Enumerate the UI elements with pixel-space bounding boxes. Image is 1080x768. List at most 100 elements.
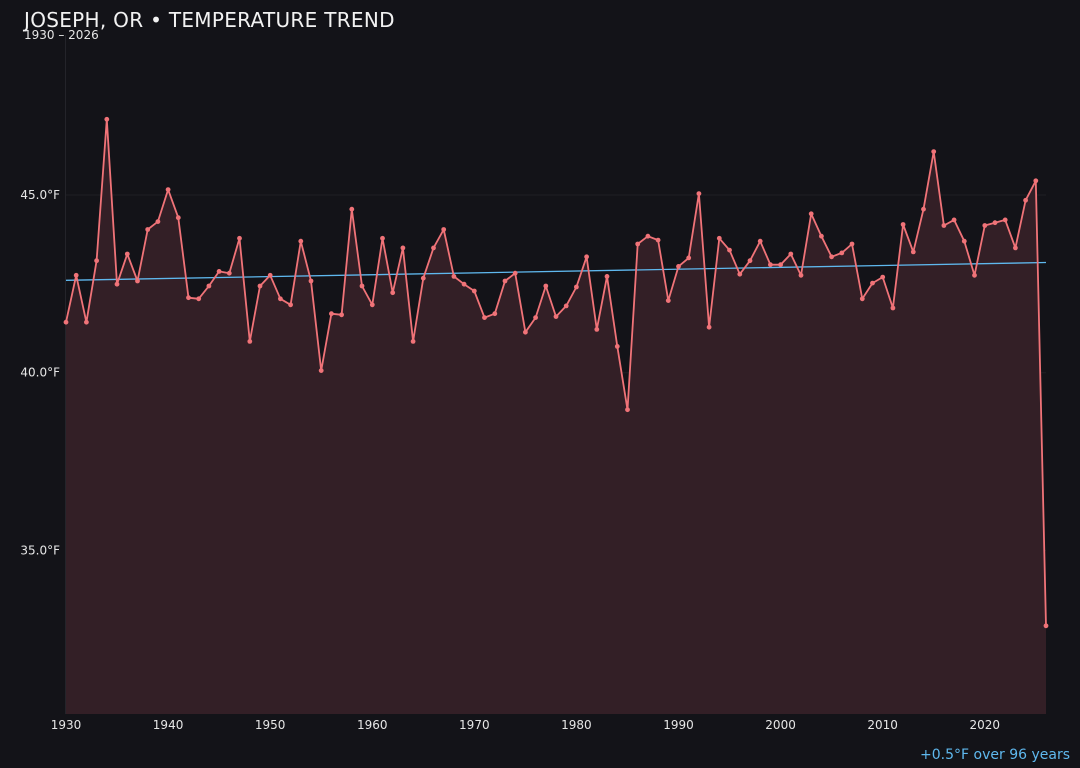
data-point bbox=[257, 283, 263, 289]
data-point bbox=[594, 327, 600, 332]
y-tick-label: 45.0°F bbox=[20, 188, 60, 202]
data-point bbox=[665, 298, 671, 303]
data-point bbox=[890, 305, 896, 311]
y-tick-label: 35.0°F bbox=[20, 543, 60, 557]
data-point bbox=[226, 270, 232, 276]
data-point bbox=[982, 223, 988, 228]
data-point bbox=[757, 238, 763, 244]
y-tick-label: 40.0°F bbox=[20, 366, 60, 380]
data-point bbox=[900, 222, 906, 227]
data-point bbox=[676, 264, 681, 269]
data-point bbox=[471, 288, 477, 294]
x-tick-label: 2010 bbox=[867, 718, 898, 732]
data-point bbox=[941, 223, 947, 228]
data-point bbox=[635, 241, 641, 247]
x-tick-label: 2000 bbox=[765, 718, 796, 732]
data-point bbox=[339, 312, 344, 318]
data-point bbox=[114, 281, 120, 287]
data-point bbox=[574, 284, 579, 290]
data-point bbox=[492, 311, 498, 317]
data-point bbox=[1033, 178, 1039, 184]
x-tick-label: 1940 bbox=[153, 718, 184, 732]
data-point bbox=[778, 262, 783, 268]
data-point bbox=[308, 278, 314, 284]
data-point bbox=[451, 274, 457, 279]
data-point bbox=[1043, 623, 1049, 629]
data-point bbox=[318, 368, 324, 373]
trend-line bbox=[65, 261, 1047, 281]
data-point bbox=[165, 187, 171, 193]
data-point bbox=[706, 324, 712, 330]
data-point bbox=[992, 220, 998, 226]
x-tick-label: 1970 bbox=[459, 718, 490, 732]
data-point bbox=[543, 283, 549, 289]
x-tick-label: 1980 bbox=[561, 718, 592, 732]
data-point bbox=[584, 254, 589, 260]
data-point bbox=[747, 258, 753, 264]
data-point bbox=[972, 272, 977, 278]
series-area bbox=[66, 119, 1046, 715]
data-point bbox=[196, 296, 202, 302]
data-point bbox=[329, 311, 334, 317]
data-point bbox=[819, 233, 824, 239]
data-point bbox=[155, 219, 161, 225]
data-point bbox=[145, 227, 151, 232]
chart-title: JOSEPH, OR • TEMPERATURE TREND bbox=[24, 8, 395, 32]
data-point bbox=[441, 227, 447, 232]
data-point bbox=[482, 315, 487, 320]
trend-footnote: +0.5°F over 96 years bbox=[920, 747, 1070, 763]
data-point bbox=[186, 295, 191, 301]
data-point bbox=[655, 237, 661, 243]
data-point bbox=[461, 281, 467, 287]
data-point bbox=[625, 407, 630, 413]
data-point bbox=[829, 254, 834, 260]
data-point bbox=[859, 296, 865, 302]
data-point bbox=[533, 315, 538, 320]
data-point bbox=[788, 251, 794, 257]
x-tick-label: 1930 bbox=[51, 718, 82, 732]
data-point bbox=[716, 235, 722, 241]
data-point bbox=[523, 329, 528, 335]
data-point bbox=[288, 302, 293, 308]
data-point bbox=[808, 211, 814, 217]
data-point bbox=[124, 251, 130, 257]
data-point bbox=[1013, 245, 1018, 251]
data-point bbox=[737, 271, 743, 277]
x-tick-label: 1960 bbox=[357, 718, 388, 732]
data-point bbox=[1023, 197, 1028, 203]
data-point bbox=[931, 149, 937, 155]
data-point bbox=[431, 245, 436, 251]
chart-subtitle: 1930 – 2026 bbox=[24, 28, 99, 42]
data-point bbox=[63, 319, 69, 325]
data-point bbox=[135, 278, 140, 284]
data-point bbox=[175, 215, 181, 221]
data-point bbox=[696, 191, 702, 197]
data-point bbox=[961, 238, 967, 244]
data-point bbox=[420, 275, 426, 281]
data-point bbox=[686, 255, 692, 261]
data-point bbox=[798, 272, 804, 278]
data-point bbox=[410, 339, 416, 344]
data-point bbox=[870, 280, 875, 286]
data-point bbox=[910, 249, 916, 255]
data-point bbox=[298, 238, 304, 244]
data-point bbox=[614, 344, 620, 349]
x-tick-label: 2020 bbox=[969, 718, 1000, 732]
data-point bbox=[921, 206, 926, 212]
data-point bbox=[849, 241, 855, 247]
data-point bbox=[94, 258, 99, 264]
data-point bbox=[768, 262, 773, 268]
data-point bbox=[84, 319, 89, 325]
data-point bbox=[839, 250, 845, 256]
data-point bbox=[645, 233, 651, 239]
data-point bbox=[206, 283, 212, 289]
data-point bbox=[359, 283, 365, 289]
data-point bbox=[880, 274, 886, 280]
data-point bbox=[278, 296, 283, 302]
data-point bbox=[73, 272, 79, 278]
data-point bbox=[390, 290, 396, 296]
data-point bbox=[563, 303, 569, 309]
data-point bbox=[727, 247, 732, 253]
data-point bbox=[512, 270, 518, 276]
